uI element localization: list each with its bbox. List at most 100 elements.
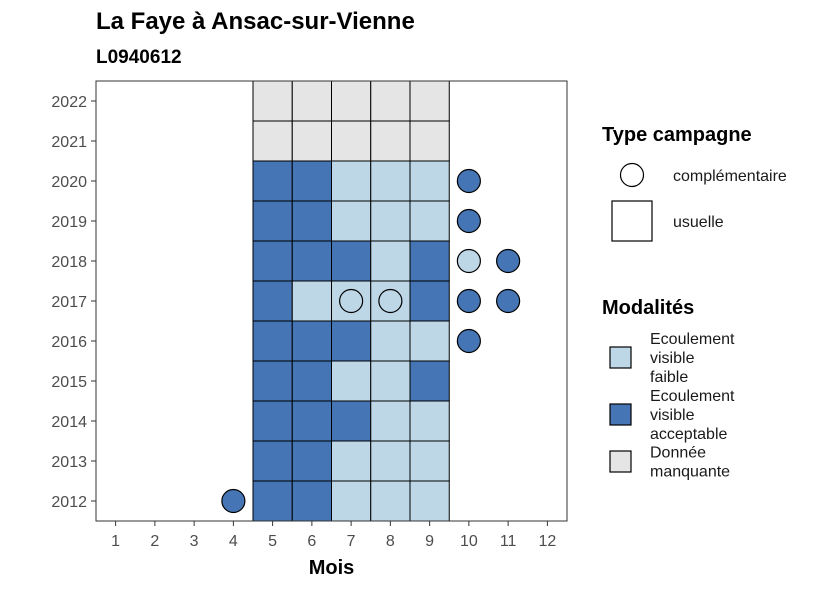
tile-2022-m7 — [331, 80, 372, 122]
tile-2016-m6 — [291, 320, 332, 362]
legend-key-usuelle — [611, 200, 653, 242]
x-tick-label-11: 11 — [500, 533, 517, 550]
y-tick-label-2014: 2014 — [51, 414, 87, 431]
x-tick-label-10: 10 — [460, 533, 478, 550]
point-2020-m10 — [456, 168, 481, 194]
tile-2013-m9 — [409, 440, 450, 482]
y-tick-label-2020: 2020 — [51, 174, 87, 191]
legend-key-ecoulement-visible-acceptable — [609, 403, 632, 426]
tile-2014-m7 — [331, 400, 372, 442]
tile-2019-m5 — [252, 200, 293, 242]
tile-2012-m5 — [252, 480, 293, 522]
tile-2020-m9 — [409, 160, 450, 202]
legend-label-donnee-manquante: Donnée manquante — [650, 445, 730, 481]
legend-label-complementaire: complémentaire — [673, 168, 787, 185]
legend-type-campagne: Type campagne complémentaire usuelle — [602, 124, 787, 242]
tile-2014-m8 — [370, 400, 411, 442]
x-tick-label-3: 3 — [190, 533, 199, 550]
tile-2015-m7 — [331, 360, 372, 402]
tile-2016-m5 — [252, 320, 293, 362]
x-axis: 1 2 3 4 5 6 7 8 9 10 11 12 — [111, 521, 556, 550]
tile-2020-m8 — [370, 160, 411, 202]
x-axis-title: Mois — [309, 557, 355, 579]
tile-2015-m5 — [252, 360, 293, 402]
legend-modalites: Modalités Ecoulement visible faibleEcoulem… — [602, 297, 735, 481]
tile-2012-m6 — [291, 480, 332, 522]
x-tick-label-8: 8 — [386, 533, 395, 550]
tile-2012-m9 — [409, 480, 450, 522]
x-tick-label-7: 7 — [347, 533, 356, 550]
legend-type-campagne-title: Type campagne — [602, 124, 752, 146]
tile-2019-m9 — [409, 200, 450, 242]
tile-2013-m8 — [370, 440, 411, 482]
chart-subtitle: L0940612 — [96, 47, 182, 68]
points-layer — [221, 168, 521, 514]
tile-2022-m9 — [409, 80, 450, 122]
legend-label-ecoulement-visible-faible: Ecoulement visible faible — [650, 331, 735, 386]
tile-2013-m7 — [331, 440, 372, 482]
tile-2022-m6 — [291, 80, 332, 122]
tiles-layer — [252, 80, 450, 522]
legend-modalites-title: Modalités — [602, 297, 694, 319]
tile-2022-m8 — [370, 80, 411, 122]
legend-label-usuelle: usuelle — [673, 214, 724, 231]
tile-2019-m8 — [370, 200, 411, 242]
x-tick-label-12: 12 — [538, 533, 556, 550]
tile-2017-m9 — [409, 280, 450, 322]
point-2017-m7 — [339, 288, 364, 314]
point-2018-m10 — [456, 248, 481, 274]
tile-2013-m6 — [291, 440, 332, 482]
tile-2020-m6 — [291, 160, 332, 202]
tile-2018-m9 — [409, 240, 450, 282]
y-axis: 2012 2013 2014 2015 2016 2017 2018 2019 2020 2021… — [51, 94, 96, 511]
y-tick-label-2021: 2021 — [51, 134, 87, 151]
point-2017-m8 — [378, 288, 403, 314]
tile-2019-m7 — [331, 200, 372, 242]
tile-2014-m5 — [252, 400, 293, 442]
tile-2016-m7 — [331, 320, 372, 362]
tile-2017-m6 — [291, 280, 332, 322]
tile-2017-m5 — [252, 280, 293, 322]
tile-2012-m7 — [331, 480, 372, 522]
y-tick-label-2016: 2016 — [51, 334, 87, 351]
y-tick-label-2019: 2019 — [51, 214, 87, 231]
tile-2019-m6 — [291, 200, 332, 242]
tile-2020-m5 — [252, 160, 293, 202]
tile-2018-m6 — [291, 240, 332, 282]
tile-2018-m5 — [252, 240, 293, 282]
point-2017-m10 — [456, 288, 481, 314]
point-2019-m10 — [456, 208, 481, 234]
tile-2020-m7 — [331, 160, 372, 202]
y-tick-label-2018: 2018 — [51, 254, 87, 271]
tile-2021-m8 — [370, 120, 411, 162]
y-tick-label-2013: 2013 — [51, 454, 87, 471]
legend-label-ecoulement-visible-acceptable: Ecoulement visible acceptable — [650, 388, 735, 443]
tile-2022-m5 — [252, 80, 293, 122]
point-2012-m4 — [221, 488, 246, 514]
point-2016-m10 — [456, 328, 481, 354]
tile-2016-m8 — [370, 320, 411, 362]
x-tick-label-6: 6 — [307, 533, 316, 550]
tile-2015-m9 — [409, 360, 450, 402]
tile-2021-m7 — [331, 120, 372, 162]
tile-2021-m6 — [291, 120, 332, 162]
x-tick-label-5: 5 — [268, 533, 277, 550]
tile-2015-m8 — [370, 360, 411, 402]
tile-2015-m6 — [291, 360, 332, 402]
chart-title: La Faye à Ansac-sur-Vienne — [96, 8, 415, 35]
x-tick-label-1: 1 — [111, 533, 120, 550]
tile-2021-m9 — [409, 120, 450, 162]
tile-2018-m7 — [331, 240, 372, 282]
point-2018-m11 — [496, 248, 521, 274]
y-tick-label-2012: 2012 — [51, 494, 87, 511]
tile-2016-m9 — [409, 320, 450, 362]
y-tick-label-2022: 2022 — [51, 94, 87, 111]
x-tick-label-4: 4 — [229, 533, 238, 550]
legend-key-complementaire — [619, 162, 645, 188]
legend-key-donnee-manquante — [609, 450, 632, 473]
tile-2018-m8 — [370, 240, 411, 282]
x-tick-label-2: 2 — [150, 533, 159, 550]
tile-2014-m9 — [409, 400, 450, 442]
y-tick-label-2015: 2015 — [51, 374, 87, 391]
